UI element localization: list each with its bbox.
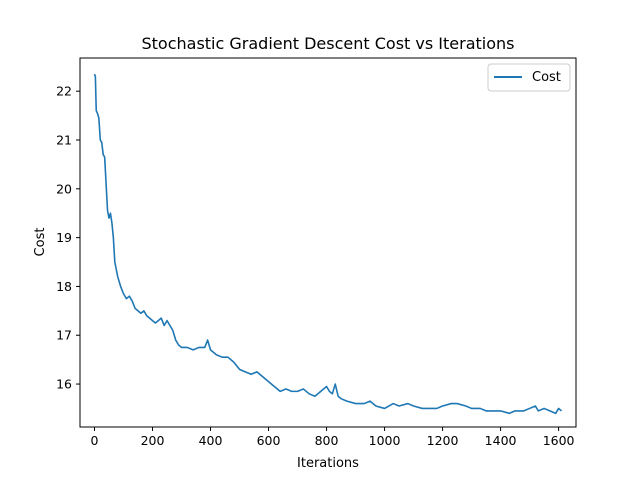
series-line-0 xyxy=(93,73,563,415)
y-tick-label: 20 xyxy=(56,181,72,196)
x-axis-label: Iterations xyxy=(297,456,359,471)
x-tick-label: 800 xyxy=(315,433,339,448)
legend-label-cost: Cost xyxy=(532,70,561,85)
chart-title: Stochastic Gradient Descent Cost vs Iter… xyxy=(141,34,514,53)
x-tick-label: 1600 xyxy=(543,433,575,448)
x-tick-label: 1000 xyxy=(369,433,401,448)
x-tick-label: 1200 xyxy=(427,433,459,448)
x-tick-label: 600 xyxy=(257,433,281,448)
y-tick-label: 17 xyxy=(56,328,72,343)
y-tick-label: 19 xyxy=(56,230,72,245)
y-tick-label: 22 xyxy=(56,84,72,99)
series-layer xyxy=(93,73,563,415)
plot-area xyxy=(79,57,577,428)
y-tick-label: 21 xyxy=(56,133,72,148)
y-axis-label: Cost xyxy=(33,228,48,257)
legend-box xyxy=(487,63,571,92)
y-axis-ticks: 16 17 18 19 20 21 22 xyxy=(56,84,80,392)
x-tick-label: 400 xyxy=(199,433,223,448)
x-tick-label: 1400 xyxy=(485,433,517,448)
legend: Cost xyxy=(487,63,571,92)
x-axis-ticks: 0 200 400 600 800 1000 1200 1400 1600 xyxy=(91,427,575,448)
y-tick-label: 18 xyxy=(56,279,72,294)
y-tick-label: 16 xyxy=(56,377,72,392)
x-tick-label: 200 xyxy=(141,433,165,448)
x-tick-label: 0 xyxy=(91,433,99,448)
